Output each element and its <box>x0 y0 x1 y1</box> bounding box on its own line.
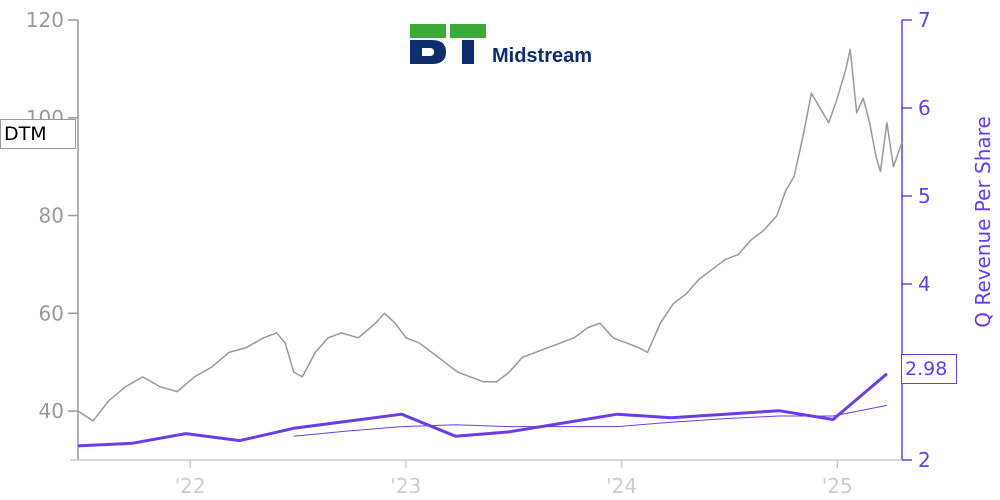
last-value-label: 2.98 <box>901 354 957 384</box>
y-left-tick-label: 80 <box>39 204 64 228</box>
y-left-tick-label: 120 <box>26 8 64 32</box>
y-right-tick-label: 7 <box>918 8 931 32</box>
x-tick-label: '25 <box>822 474 853 498</box>
y-left-tick-label: 60 <box>39 301 64 325</box>
y-right-tick-label: 4 <box>918 272 931 296</box>
series-line-1 <box>77 372 888 448</box>
x-tick-label: '22 <box>175 474 206 498</box>
x-tick-label: '23 <box>390 474 421 498</box>
logo-mark <box>410 24 486 70</box>
series-line-0 <box>77 48 903 422</box>
company-logo: Midstream <box>410 24 592 70</box>
dt-logo-icon <box>410 24 486 64</box>
series-line-2 <box>293 404 887 437</box>
ticker-label: DTM <box>0 119 76 149</box>
y-right-tick-label: 6 <box>918 96 931 120</box>
logo-wordmark: Midstream <box>492 45 593 67</box>
y-right-tick-label: 5 <box>918 184 931 208</box>
y-right-axis-label: Q Revenue Per Share <box>971 116 995 328</box>
y-left-tick-label: 40 <box>39 399 64 423</box>
x-tick-label: '24 <box>606 474 637 498</box>
y-right-tick-label: 2 <box>918 448 931 472</box>
